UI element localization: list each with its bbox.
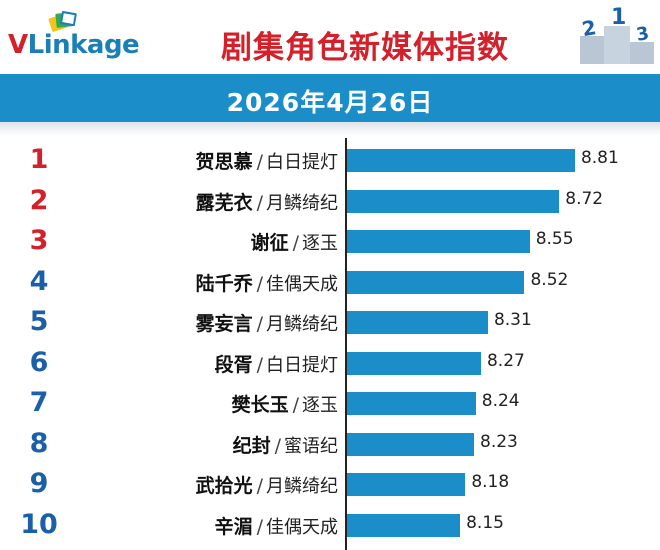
rank-number: 6 (29, 346, 49, 378)
label-separator: / (256, 191, 263, 214)
category-label: 辛湄 / 佳偶天成 (215, 512, 338, 539)
bar-value-label: 8.81 (580, 148, 619, 168)
character-name: 樊长玉 (231, 394, 289, 416)
drama-title: 白日提灯 (266, 354, 338, 376)
character-name: 雾妄言 (195, 313, 253, 335)
bar (347, 351, 481, 375)
label-separator: / (256, 353, 263, 376)
character-name: 谢征 (250, 232, 289, 254)
character-name: 露芜衣 (195, 191, 253, 214)
bar-value-label: 8.55 (535, 229, 574, 249)
drama-title: 逐玉 (302, 233, 338, 254)
label-separator: / (256, 515, 263, 538)
category-label: 段胥 / 白日提灯 (215, 350, 338, 377)
category-label: 雾妄言 / 月鳞绮纪 (196, 309, 338, 336)
bar (347, 473, 466, 496)
podium-label-3: 3 (635, 23, 651, 46)
bar-value-label: 8.15 (466, 512, 504, 533)
chart-row: 1 贺思慕 / 白日提灯 8.81 (0, 140, 660, 180)
bar (347, 230, 530, 253)
bar (347, 513, 461, 537)
podium-icon: 2 1 3 (580, 5, 654, 64)
drama-title: 蜜语纪 (284, 435, 338, 457)
category-label: 武拾光 / 月鳞绮纪 (196, 471, 338, 498)
bar (347, 149, 575, 172)
chart-row: 6 段胥 / 白日提灯 8.27 (0, 343, 660, 383)
date-text: 2026年4月26日 (226, 88, 434, 117)
banner-shadow (0, 122, 660, 136)
date-banner: 2026年4月26日 (0, 74, 660, 122)
chart-row: 8 纪封 / 蜜语纪 8.23 (0, 424, 660, 464)
category-label: 贺思慕 / 白日提灯 (196, 147, 338, 174)
chart-row: 4 陆千乔 / 佳偶天成 8.52 (0, 262, 660, 302)
character-name: 武拾光 (195, 475, 253, 497)
chart-row: 7 樊长玉 / 逐玉 8.24 (0, 383, 660, 423)
bar-value-label: 8.52 (530, 269, 569, 290)
bar (347, 270, 525, 294)
drama-title: 月鳞绮纪 (266, 192, 338, 214)
chart-row: 5 雾妄言 / 月鳞绮纪 8.31 (0, 302, 660, 342)
bar-value-label: 8.24 (481, 391, 520, 411)
logo-v: V (8, 30, 28, 60)
drama-title: 佳偶天成 (266, 273, 338, 295)
label-separator: / (256, 272, 263, 295)
label-separator: / (256, 475, 263, 497)
bar-value-label: 8.31 (493, 310, 532, 330)
rank-number: 9 (29, 468, 49, 499)
bar (347, 392, 476, 415)
character-name: 辛湄 (214, 515, 253, 538)
label-separator: / (274, 434, 281, 457)
bar (347, 311, 488, 334)
drama-title: 月鳞绮纪 (266, 476, 338, 497)
rank-number: 4 (29, 265, 49, 297)
rank-number: 1 (29, 144, 49, 175)
label-separator: / (292, 394, 299, 416)
chart-row: 10 辛湄 / 佳偶天成 8.15 (0, 505, 660, 545)
bar-value-label: 8.27 (486, 350, 525, 371)
character-name: 贺思慕 (195, 151, 253, 173)
character-name: 纪封 (232, 434, 271, 457)
bar (347, 432, 475, 456)
header: VLinkage 剧集角色新媒体指数 2 1 3 (0, 0, 660, 74)
bar-value-label: 8.72 (565, 188, 604, 209)
podium-label-2: 2 (580, 15, 598, 41)
rank-number: 7 (29, 387, 49, 418)
rank-number: 3 (29, 225, 49, 256)
category-label: 樊长玉 / 逐玉 (232, 390, 338, 417)
label-separator: / (292, 232, 299, 254)
rank-number: 2 (29, 184, 49, 216)
rank-number: 5 (29, 306, 49, 337)
character-name: 陆千乔 (195, 272, 253, 295)
value-axis-line (345, 138, 347, 550)
chart-title: 剧集角色新媒体指数 (221, 30, 509, 66)
label-separator: / (256, 313, 263, 335)
chart-row: 9 武拾光 / 月鳞绮纪 8.18 (0, 464, 660, 504)
drama-title: 逐玉 (302, 395, 338, 416)
character-name: 段胥 (214, 353, 253, 376)
chart-row: 3 谢征 / 逐玉 8.55 (0, 221, 660, 261)
logo-cards-icon (48, 11, 77, 32)
bar (347, 189, 560, 213)
category-label: 陆千乔 / 佳偶天成 (196, 269, 338, 296)
logo-text: VLinkage (8, 30, 140, 60)
drama-title: 佳偶天成 (266, 516, 338, 538)
category-label: 露芜衣 / 月鳞绮纪 (196, 188, 338, 215)
bar-value-label: 8.23 (480, 431, 518, 452)
logo-rest: Linkage (27, 30, 140, 60)
podium-label-1: 1 (611, 5, 626, 30)
rank-number: 8 (29, 427, 49, 459)
category-label: 纪封 / 蜜语纪 (233, 431, 338, 458)
drama-title: 月鳞绮纪 (266, 314, 338, 335)
category-label: 谢征 / 逐玉 (251, 228, 338, 255)
rank-number: 10 (20, 508, 58, 540)
bar-value-label: 8.18 (471, 472, 510, 492)
chart-row: 2 露芜衣 / 月鳞绮纪 8.72 (0, 181, 660, 221)
drama-title: 白日提灯 (266, 152, 338, 173)
label-separator: / (256, 151, 263, 173)
